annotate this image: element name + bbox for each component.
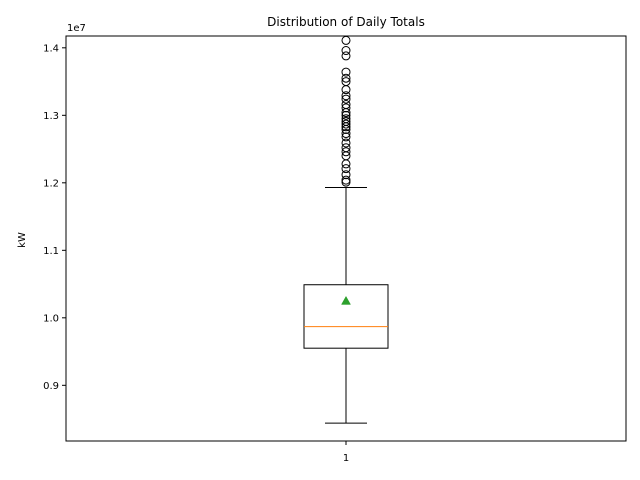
outlier-point (341, 35, 351, 45)
outlier-point (341, 119, 351, 129)
outlier-point (341, 67, 351, 77)
outlier-point (341, 103, 351, 113)
y-tick-label: 1.0 (43, 313, 59, 324)
iqr-box (303, 284, 389, 349)
outlier-point (341, 159, 351, 169)
mean-marker (341, 295, 351, 305)
outlier-point (341, 138, 351, 148)
outlier-point (341, 147, 351, 157)
y-axis-ticks: 0.9 1.0 1.1 1.2 1.3 1.4 (43, 43, 66, 392)
outlier-point (341, 77, 351, 87)
outlier-point (341, 91, 351, 101)
y-tick-label: 0.9 (43, 381, 59, 392)
outlier-point (341, 46, 351, 56)
outlier-point (341, 129, 351, 139)
y-tick-label: 1.1 (43, 246, 59, 257)
outlier-point (341, 170, 351, 180)
offset-label: 1e7 (67, 23, 86, 34)
outlier-point (341, 85, 351, 95)
y-tick-label: 1.3 (43, 111, 59, 122)
outlier-point (341, 164, 351, 174)
outlier-point (341, 132, 351, 142)
outlier-point (341, 94, 351, 104)
outlier-point (341, 100, 351, 110)
outlier-point (341, 114, 351, 124)
x-tick-label: 1 (343, 453, 349, 464)
outlier-point (341, 73, 351, 83)
outlier-point (341, 116, 351, 126)
outlier-point (341, 177, 351, 187)
y-tick-label: 1.4 (43, 43, 59, 54)
outlier-point (341, 51, 351, 61)
y-axis-label: kW (17, 232, 28, 248)
x-axis-ticks: 1 (343, 441, 349, 464)
box-series (303, 35, 389, 424)
y-tick-label: 1.2 (43, 178, 59, 189)
outlier-point (341, 143, 351, 153)
outlier-point (341, 110, 351, 120)
outlier-point (341, 175, 351, 185)
chart-title: Distribution of Daily Totals (267, 15, 425, 29)
